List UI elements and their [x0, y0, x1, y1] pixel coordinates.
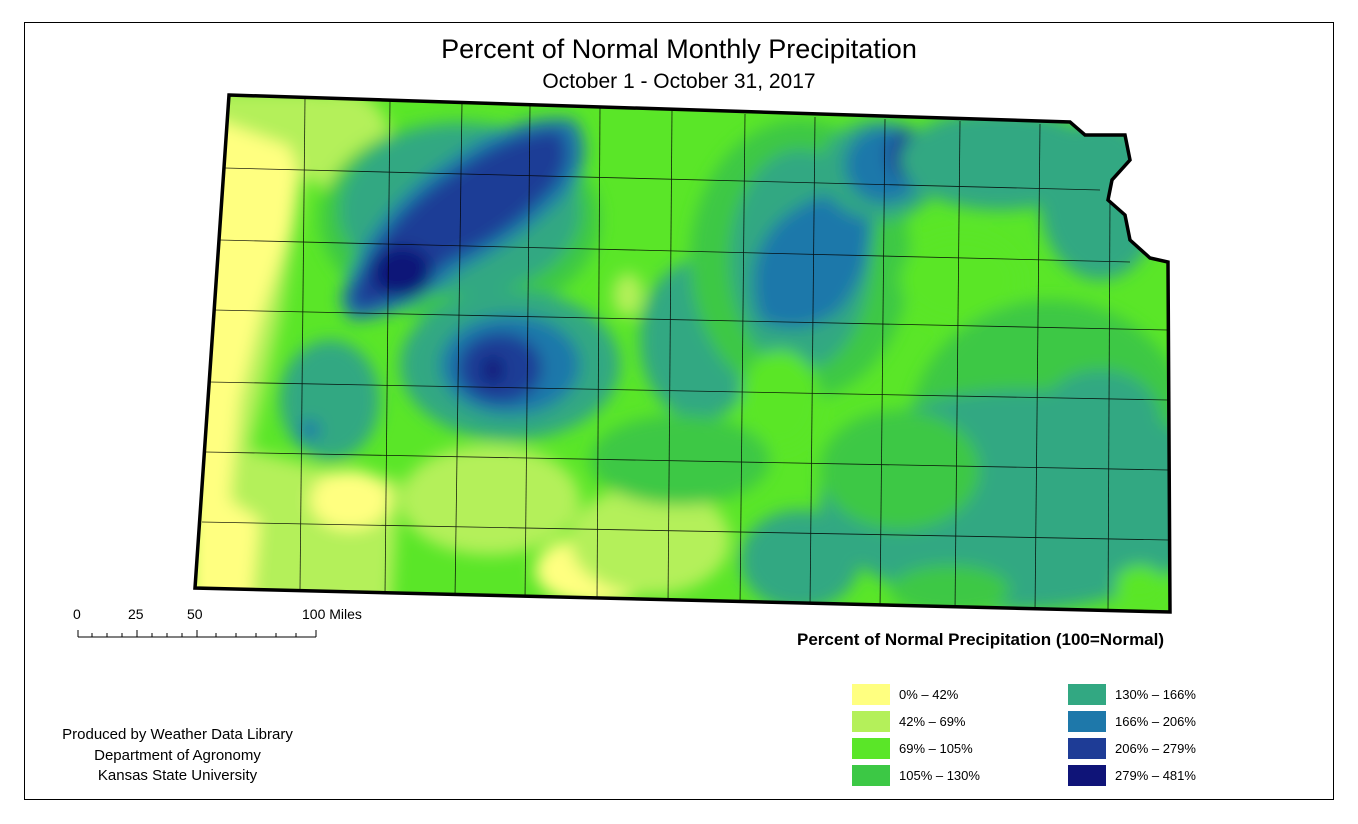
scale-label-100-miles: 100 Miles: [302, 606, 362, 622]
credit-line-3: Kansas State University: [97, 767, 258, 784]
legend-swatch: [1068, 684, 1106, 705]
legend-label: 130% – 166%: [1115, 687, 1196, 702]
legend-label: 42% – 69%: [899, 714, 966, 729]
legend-swatch: [852, 765, 890, 786]
legend-swatch: [1068, 765, 1106, 786]
scale-label-0: 0: [73, 606, 81, 622]
legend-swatch: [1068, 711, 1106, 732]
county-boundaries: [201, 97, 1169, 612]
legend-swatch: [852, 684, 890, 705]
map-title: Percent of Normal Monthly Precipitation: [441, 34, 917, 64]
legend-label: 105% – 130%: [899, 768, 980, 783]
credit-line-1: Produced by Weather Data Library: [62, 726, 293, 743]
precipitation-contours: [195, 95, 1170, 612]
scale-label-50: 50: [187, 606, 203, 622]
credit-line-2: Department of Agronomy: [94, 747, 261, 764]
legend-swatch: [852, 738, 890, 759]
legend-swatch: [852, 711, 890, 732]
map-frame: [24, 22, 1334, 800]
legend-label: 166% – 206%: [1115, 714, 1196, 729]
scale-bar: [77, 630, 317, 638]
legend-label: 279% – 481%: [1115, 768, 1196, 783]
legend-heading: Percent of Normal Precipitation (100=Nor…: [797, 630, 1165, 649]
scale-label-25: 25: [128, 606, 144, 622]
map-subtitle: October 1 - October 31, 2017: [542, 70, 816, 93]
kansas-state-outline: [193, 93, 1172, 614]
legend-label: 206% – 279%: [1115, 741, 1196, 756]
legend-label: 0% – 42%: [899, 687, 959, 702]
legend-swatch: [1068, 738, 1106, 759]
legend-label: 69% – 105%: [899, 741, 973, 756]
